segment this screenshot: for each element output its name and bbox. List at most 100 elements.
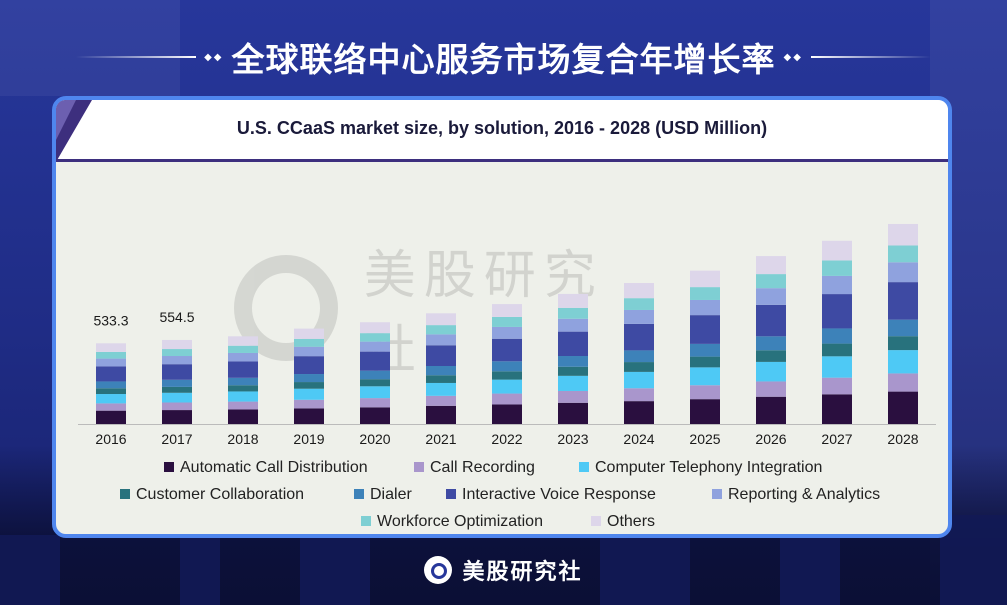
x-tick-label: 2021 <box>425 431 456 447</box>
x-tick-label: 2026 <box>755 431 786 447</box>
bar-2016-others <box>96 343 126 352</box>
bar-2022-dialer <box>492 361 522 372</box>
bar-2020-dialer <box>360 370 390 380</box>
bar-2022-computer-telephony-integration <box>492 379 522 394</box>
legend-label: Interactive Voice Response <box>462 486 656 503</box>
bar-2016-automatic-call-distribution <box>96 410 126 424</box>
x-tick-label: 2017 <box>161 431 192 447</box>
bar-2021-customer-collaboration <box>426 375 456 383</box>
bar-2020-interactive-voice-response <box>360 351 390 371</box>
chart-title: U.S. CCaaS market size, by solution, 201… <box>236 118 768 138</box>
x-tick-label: 2020 <box>359 431 390 447</box>
bar-2023-others <box>558 293 588 308</box>
bar-2021-interactive-voice-response <box>426 345 456 367</box>
bar-2019-reporting-analytics <box>294 346 324 357</box>
bar-2022-workforce-optimization <box>492 316 522 327</box>
background-panel-left <box>0 0 180 96</box>
bar-2023-customer-collaboration <box>558 366 588 376</box>
bar-2018-interactive-voice-response <box>228 361 258 378</box>
bar-2025-workforce-optimization <box>690 287 720 300</box>
bar-2026-call-recording <box>756 381 786 397</box>
bar-2019-others <box>294 328 324 339</box>
bar-2018-reporting-analytics <box>228 352 258 362</box>
bar-2026-dialer <box>756 336 786 351</box>
bar-2020-reporting-analytics <box>360 341 390 352</box>
bar-2020-customer-collaboration <box>360 379 390 387</box>
bar-2021-others <box>426 313 456 326</box>
legend-label: Automatic Call Distribution <box>180 459 368 476</box>
bar-2027-call-recording <box>822 377 852 395</box>
bar-2027-others <box>822 240 852 261</box>
bar-2027-computer-telephony-integration <box>822 356 852 378</box>
bar-2028-customer-collaboration <box>888 336 918 351</box>
bar-2018-others <box>228 336 258 346</box>
bar-2021-call-recording <box>426 395 456 406</box>
bar-2019-interactive-voice-response <box>294 356 324 375</box>
x-tick-label: 2028 <box>887 431 918 447</box>
bar-2024-reporting-analytics <box>624 309 654 324</box>
bar-2022-others <box>492 304 522 317</box>
bar-2028-others <box>888 223 918 246</box>
bar-2022-reporting-analytics <box>492 326 522 339</box>
bar-2028-call-recording <box>888 373 918 392</box>
chart-header: U.S. CCaaS market size, by solution, 201… <box>56 100 948 162</box>
legend-label: Workforce Optimization <box>377 513 543 530</box>
legend-label: Call Recording <box>430 459 535 476</box>
bar-2027-dialer <box>822 328 852 344</box>
bar-2017-call-recording <box>162 402 192 411</box>
page-header: ◆◆ 全球联络中心服务市场复合年增长率 ◆◆ <box>0 32 1007 82</box>
title-divider-left <box>76 56 197 58</box>
bar-2016-call-recording <box>96 403 126 411</box>
bar-2020-computer-telephony-integration <box>360 386 390 399</box>
title-divider-right <box>810 56 931 58</box>
legend-label: Dialer <box>370 486 412 503</box>
brand-logo-icon <box>424 556 453 584</box>
bar-2026-automatic-call-distribution <box>756 396 786 424</box>
bar-2020-call-recording <box>360 398 390 408</box>
legend-label: Computer Telephony Integration <box>595 459 822 476</box>
bar-2024-customer-collaboration <box>624 362 654 372</box>
bar-2024-interactive-voice-response <box>624 323 654 351</box>
bar-2021-computer-telephony-integration <box>426 382 456 396</box>
stacked-bar-chart: 2016 533.3 2017 554.5 2018 2019 2020 2021 2022 20… <box>78 223 936 530</box>
bar-2017-customer-collaboration <box>162 386 192 393</box>
bar-2023-workforce-optimization <box>558 307 588 319</box>
bar-2028-reporting-analytics <box>888 262 918 283</box>
bar-2028-workforce-optimization <box>888 245 918 263</box>
bar-2025-customer-collaboration <box>690 356 720 368</box>
bar-2022-automatic-call-distribution <box>492 404 522 424</box>
bar-2022-interactive-voice-response <box>492 338 522 362</box>
bar-2025-automatic-call-distribution <box>690 399 720 424</box>
legend-swatch <box>120 489 130 499</box>
bar-2027-automatic-call-distribution <box>822 394 852 424</box>
legend-swatch <box>712 489 722 499</box>
bar-2025-others <box>690 270 720 288</box>
bar-2019-customer-collaboration <box>294 382 324 389</box>
bar-2016-workforce-optimization <box>96 351 126 359</box>
bar-2024-dialer <box>624 350 654 363</box>
bar-2023-computer-telephony-integration <box>558 375 588 391</box>
bar-2021-dialer <box>426 366 456 376</box>
bar-2027-customer-collaboration <box>822 343 852 357</box>
bar-2024-others <box>624 283 654 299</box>
footer-brand: 美股研究社 <box>462 560 583 585</box>
bar-2019-dialer <box>294 374 324 383</box>
bar-2017-automatic-call-distribution <box>162 410 192 424</box>
bar-2019-workforce-optimization <box>294 338 324 347</box>
bar-2017-reporting-analytics <box>162 356 192 365</box>
bar-2025-dialer <box>690 343 720 357</box>
data-label: 533.3 <box>93 312 128 328</box>
bar-2020-workforce-optimization <box>360 333 390 342</box>
bar-2028-dialer <box>888 319 918 337</box>
x-tick-label: 2018 <box>227 431 258 447</box>
bar-2020-others <box>360 322 390 334</box>
bar-2026-workforce-optimization <box>756 274 786 289</box>
bar-2017-dialer <box>162 379 192 387</box>
x-tick-label: 2024 <box>623 431 654 447</box>
bar-2023-automatic-call-distribution <box>558 402 588 424</box>
bar-2016-computer-telephony-integration <box>96 394 126 404</box>
page-title: 全球联络中心服务市场复合年增长率 <box>231 40 776 79</box>
legend-swatch <box>414 462 424 472</box>
bar-2025-reporting-analytics <box>690 299 720 316</box>
bar-2018-workforce-optimization <box>228 345 258 353</box>
